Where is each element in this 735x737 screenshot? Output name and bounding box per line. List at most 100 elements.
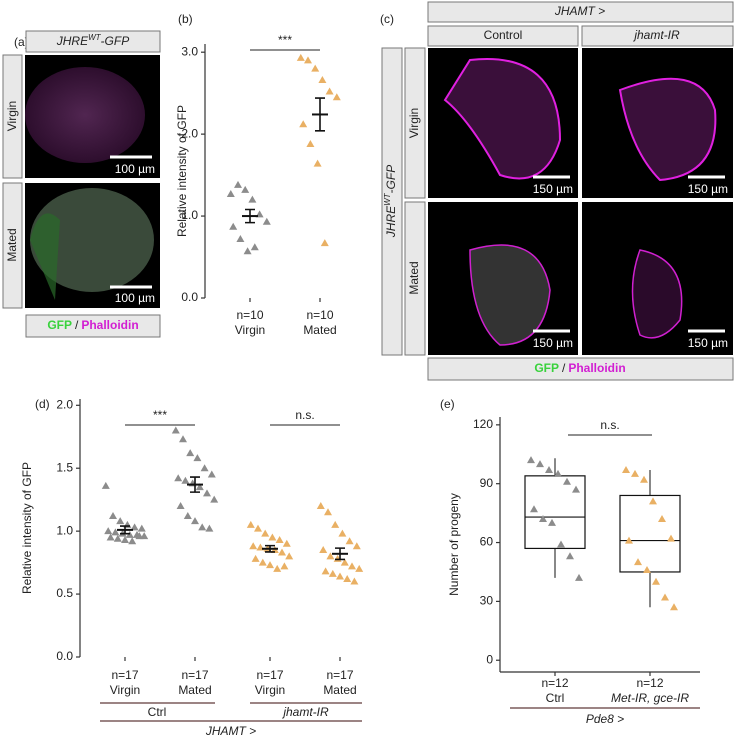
x-tick-label: Mated bbox=[178, 683, 211, 697]
footer-label: JHAMT > bbox=[205, 724, 256, 737]
data-point bbox=[325, 87, 334, 95]
data-point bbox=[667, 534, 675, 542]
data-point bbox=[176, 501, 185, 509]
data-point bbox=[251, 554, 260, 562]
x-tick-label: Mated bbox=[303, 323, 336, 337]
data-point bbox=[266, 561, 274, 569]
y-axis-label: Relative intensity of GFP bbox=[20, 462, 34, 594]
scale-label: 100 µm bbox=[115, 291, 155, 305]
data-point bbox=[128, 537, 137, 545]
data-point bbox=[130, 523, 139, 531]
error-bar bbox=[245, 208, 255, 224]
data-point bbox=[116, 517, 125, 525]
y-tick-label: 0.0 bbox=[56, 649, 73, 663]
data-point bbox=[183, 512, 192, 520]
data-point bbox=[109, 512, 117, 520]
scale-label: 150 µm bbox=[688, 182, 728, 196]
significance-label: *** bbox=[153, 408, 167, 422]
data-point bbox=[631, 469, 639, 477]
legend-box bbox=[427, 357, 734, 381]
data-point bbox=[246, 520, 255, 528]
data-point bbox=[539, 515, 547, 522]
data-point bbox=[670, 603, 678, 611]
column-label: jhamt-IR bbox=[632, 28, 680, 42]
data-point bbox=[121, 535, 129, 543]
data-point bbox=[258, 558, 267, 566]
data-point bbox=[229, 222, 238, 230]
header: JHREWT-GFP bbox=[56, 33, 129, 48]
group-label: jhamt-IR bbox=[281, 705, 329, 719]
data-point bbox=[324, 508, 332, 516]
data-point bbox=[203, 489, 211, 497]
row-label: Virgin bbox=[407, 108, 421, 138]
row-label: Mated bbox=[5, 228, 19, 261]
tissue bbox=[443, 58, 562, 180]
data-point bbox=[137, 524, 146, 532]
row-box bbox=[404, 47, 426, 199]
data-point bbox=[261, 529, 270, 537]
charts: (b) Relative intensity of GFP 0.0 1.0 2.0 3.0… bbox=[20, 12, 700, 737]
row-box bbox=[404, 201, 426, 356]
data-point bbox=[321, 567, 330, 575]
data-point bbox=[236, 235, 245, 243]
tissue bbox=[618, 77, 717, 182]
y-tick-label: 2.0 bbox=[181, 126, 198, 140]
data-point bbox=[248, 195, 257, 203]
data-point bbox=[306, 139, 315, 147]
data-point bbox=[249, 542, 258, 550]
data-point bbox=[563, 477, 571, 485]
data-point bbox=[243, 247, 252, 255]
side-label: JHREWT-GFP bbox=[383, 165, 398, 238]
n-label: n=17 bbox=[111, 668, 138, 682]
data-point bbox=[640, 475, 648, 483]
y-tick-label: 1.5 bbox=[56, 460, 73, 474]
data-point bbox=[530, 505, 538, 513]
data-point bbox=[320, 239, 329, 247]
data-point bbox=[622, 465, 630, 473]
data-point bbox=[198, 523, 207, 531]
row-label: Mated bbox=[407, 261, 421, 294]
data-point bbox=[101, 481, 110, 489]
panel-label: (e) bbox=[440, 397, 455, 411]
data-point bbox=[318, 76, 327, 84]
legend-box bbox=[25, 314, 161, 338]
panel-a: (a) JHREWT-GFP Virgin Mated 100 µm 100 µ… bbox=[2, 30, 161, 338]
header-box bbox=[25, 30, 161, 53]
data-point bbox=[275, 535, 284, 543]
data-point bbox=[268, 533, 277, 541]
data-point bbox=[572, 485, 580, 493]
data-point bbox=[643, 566, 651, 573]
data-point bbox=[343, 574, 352, 582]
x-tick-label: Virgin bbox=[255, 683, 285, 697]
data-point bbox=[280, 562, 289, 570]
n-label: n=17 bbox=[181, 668, 208, 682]
data-point bbox=[250, 243, 259, 251]
data-point bbox=[234, 180, 242, 188]
data-point bbox=[661, 593, 669, 601]
y-axis-label: Number of progeny bbox=[447, 493, 461, 596]
data-point bbox=[304, 56, 312, 64]
data-point bbox=[649, 497, 657, 505]
x-tick-label: Virgin bbox=[235, 323, 265, 337]
data-point bbox=[111, 528, 120, 536]
data-point bbox=[226, 189, 235, 197]
y-tick-label: 3.0 bbox=[181, 44, 198, 58]
n-label: n=17 bbox=[256, 668, 283, 682]
data-point bbox=[299, 120, 308, 128]
data-point bbox=[326, 552, 335, 560]
data-point bbox=[338, 529, 347, 537]
footer-label: Pde8 > bbox=[586, 712, 624, 726]
n-label: n=10 bbox=[306, 308, 333, 322]
panel-label: (d) bbox=[35, 397, 50, 411]
data-point bbox=[313, 159, 322, 167]
data-point bbox=[106, 533, 115, 541]
row-label: Virgin bbox=[5, 101, 19, 131]
data-point bbox=[200, 464, 209, 472]
data-point bbox=[355, 564, 364, 572]
data-point bbox=[241, 185, 250, 193]
y-axis-label: Relative intensity of GFP bbox=[175, 105, 189, 237]
data-point bbox=[205, 524, 214, 532]
x-tick-label: Mated bbox=[323, 683, 356, 697]
x-tick-label: Met-IR, gce-IR bbox=[611, 691, 689, 705]
